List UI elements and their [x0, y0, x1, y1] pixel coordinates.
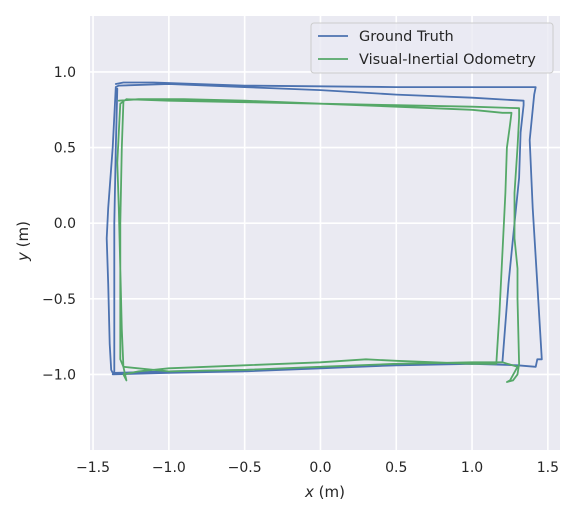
grid-layer — [90, 16, 560, 450]
y-tick-label: −0.5 — [42, 292, 76, 308]
x-tick-label: 1.5 — [537, 460, 559, 476]
legend-label-visual-inertial-odometry: Visual-Inertial Odometry — [359, 52, 536, 68]
series-visual-inertial-odometry-line — [116, 98, 520, 383]
y-tick-label: 0.0 — [54, 216, 76, 232]
series-ground-truth-line — [105, 81, 543, 376]
y-tick-label: 0.5 — [54, 141, 76, 157]
x-tick-label: −1.5 — [76, 460, 110, 476]
legend-label-ground-truth: Ground Truth — [359, 29, 454, 45]
legend-box — [310, 22, 554, 74]
y-tick-label: −1.0 — [42, 367, 76, 383]
x-tick-label: 1.0 — [461, 460, 483, 476]
x-tick-label: 0.5 — [385, 460, 407, 476]
x-tick-label: −0.5 — [228, 460, 262, 476]
x-axis-label: x (m) — [304, 483, 345, 501]
tick-labels: −1.5 −1.0 −0.5 0.0 0.5 1.0 1.5 1.0 0.5 0.0 −0.5 −1.… — [42, 65, 559, 476]
y-axis-label: y (m) — [14, 221, 32, 262]
legend: Ground Truth Visual-Inertial Odometry — [310, 22, 554, 74]
x-tick-label: 0.0 — [309, 460, 331, 476]
y-tick-label: 1.0 — [54, 65, 76, 81]
x-tick-label: −1.0 — [152, 460, 186, 476]
plot-area — [90, 16, 560, 450]
series-layer — [105, 81, 543, 383]
